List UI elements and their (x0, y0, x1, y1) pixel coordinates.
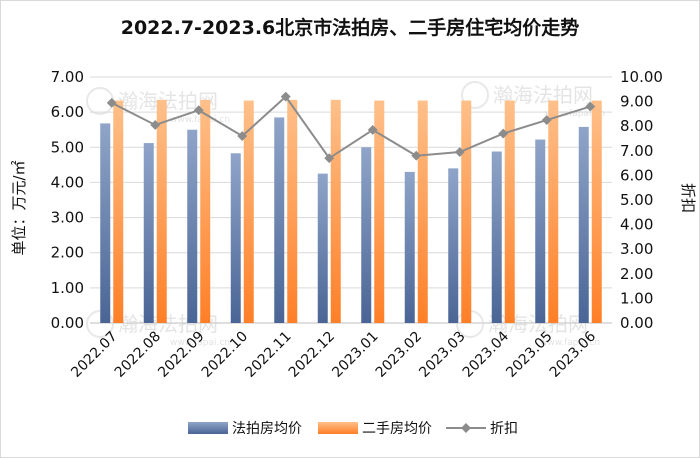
watermark-url: www.fapai.cn (170, 338, 230, 348)
auction-price-bar (535, 139, 546, 323)
discount-marker (237, 131, 248, 141)
y2-tick-label: 8.00 (620, 117, 653, 135)
y-tick-label: 6.00 (51, 103, 84, 121)
y-tick-label: 5.00 (51, 138, 84, 156)
discount-line (111, 95, 591, 160)
resale-price-bar (156, 99, 167, 323)
discount-marker (150, 120, 161, 130)
auction-price-bar (491, 151, 502, 323)
x-axis: 2022.072022.082022.092022.102022.112022.… (68, 328, 599, 380)
grid-lines (90, 76, 612, 324)
y-tick-label: 2.00 (51, 244, 84, 262)
resale-price-bar (243, 100, 254, 323)
y-axis-right: 0.00 1.00 2.00 3.00 4.00 5.00 6.00 7.00 8.00 9.00… (620, 68, 663, 332)
discount-marker (411, 150, 422, 161)
legend: 法拍房均价 二手房均价 折扣 (188, 421, 518, 437)
y2-axis-title: 折扣 (679, 183, 697, 213)
legend-label-discount: 折扣 (490, 421, 518, 437)
resale-price-bar (374, 100, 385, 323)
auction-price-bar (448, 168, 459, 323)
x-tick-label: 2022.10 (199, 329, 251, 381)
bar-group (100, 99, 602, 324)
chart-title: 2022.7-2023.6北京市法拍房、二手房住宅均价走势 (121, 16, 580, 39)
x-tick-label: 2023.05 (503, 329, 555, 381)
watermark-logo (86, 310, 114, 338)
y2-tick-label: 1.00 (620, 289, 653, 307)
watermark-url: www.fapai.cn (170, 115, 230, 125)
legend-marker-discount (461, 423, 471, 433)
legend-label-resale: 二手房均价 (362, 421, 432, 437)
auction-price-bar (143, 143, 154, 323)
x-tick-label: 2023.01 (329, 329, 381, 381)
resale-price-bar (287, 99, 298, 323)
y2-tick-label: 3.00 (620, 240, 653, 258)
resale-price-bar (200, 99, 211, 323)
y-tick-label: 3.00 (51, 209, 84, 227)
y2-tick-label: 5.00 (620, 191, 653, 209)
discount-marker (324, 153, 335, 164)
y-tick-label: 4.00 (51, 173, 84, 191)
resale-price-bar (591, 100, 602, 323)
legend-swatch-auction (188, 422, 228, 434)
y-axis-left: 0.00 1.00 2.00 3.00 4.00 5.00 6.00 7.00 (51, 68, 84, 332)
y-axis-title: 单位：万元/㎡ (10, 160, 28, 255)
x-tick-label: 2023.03 (416, 329, 468, 381)
auction-price-bar (274, 117, 285, 324)
resale-price-bar (461, 100, 472, 323)
auction-price-bar (100, 123, 111, 323)
y-tick-label: 7.00 (51, 68, 84, 86)
y2-tick-label: 4.00 (620, 216, 653, 234)
y2-tick-label: 6.00 (620, 166, 653, 184)
x-tick-label: 2022.11 (242, 329, 294, 381)
auction-price-bar (187, 129, 198, 323)
discount-marker (541, 115, 552, 125)
discount-marker (454, 147, 465, 157)
discount-marker (193, 105, 204, 116)
x-tick-label: 2022.08 (112, 329, 164, 381)
auction-price-bar (361, 147, 372, 323)
auction-price-bar (230, 153, 241, 323)
y2-tick-label: 10.00 (620, 68, 663, 86)
auction-price-bar (578, 126, 589, 323)
y-tick-label: 0.00 (51, 314, 84, 332)
x-tick-label: 2023.06 (547, 328, 599, 380)
auction-price-bar (404, 171, 415, 323)
resale-price-bar (548, 100, 559, 323)
y2-tick-label: 0.00 (620, 314, 653, 332)
y-tick-label: 1.00 (51, 279, 84, 297)
resale-price-bar (330, 99, 341, 323)
discount-marker (106, 97, 117, 108)
resale-price-bar (504, 100, 515, 323)
resale-price-bar (417, 100, 428, 323)
y2-tick-label: 9.00 (620, 93, 653, 111)
x-tick-label: 2022.12 (286, 329, 338, 381)
auction-price-bar (317, 173, 328, 323)
resale-price-bar (113, 100, 124, 323)
y2-tick-label: 2.00 (620, 265, 653, 283)
watermark-url: www.fapai.cn (545, 109, 605, 119)
legend-swatch-resale (318, 422, 358, 434)
x-tick-label: 2023.02 (373, 329, 425, 381)
watermark-logo (461, 81, 489, 109)
legend-label-auction: 法拍房均价 (232, 421, 302, 437)
discount-marker (585, 101, 596, 112)
watermark-url: www.fapai.cn (540, 338, 600, 348)
y2-tick-label: 7.00 (620, 142, 653, 160)
discount-marker (498, 128, 509, 139)
x-tick-label: 2022.09 (155, 329, 207, 381)
